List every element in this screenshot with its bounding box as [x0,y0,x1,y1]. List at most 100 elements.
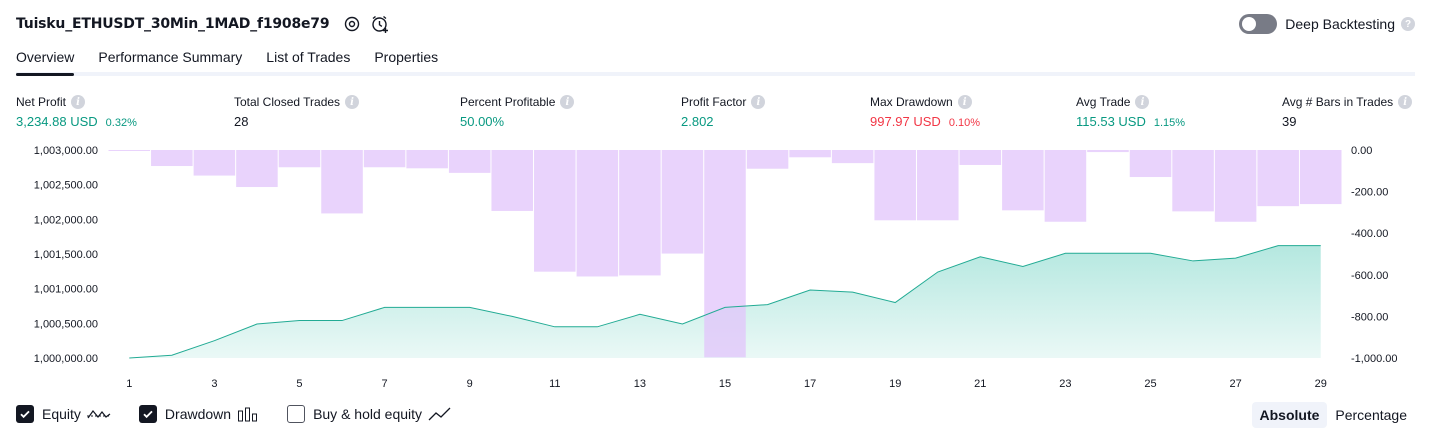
mode-percentage[interactable]: Percentage [1327,402,1415,428]
left-axis-tick: 1,003,000.00 [34,145,98,157]
gear-icon[interactable] [341,13,363,35]
drawdown-bar [1300,150,1342,204]
metric-label: Net Profit [16,95,66,109]
drawdown-bar [1215,150,1257,222]
info-icon[interactable]: i [71,95,85,109]
left-axis-tick: 1,000,500.00 [34,318,98,330]
tab-properties[interactable]: Properties [374,44,438,72]
metric-percent: 0.32% [106,117,137,129]
metric-value: 39 [1282,114,1296,129]
info-icon[interactable]: i [751,95,765,109]
right-axis-tick: -400.00 [1351,228,1388,240]
drawdown-bar [151,150,193,166]
info-icon[interactable]: i [958,95,972,109]
drawdown-bar [1130,150,1172,177]
x-axis-tick: 19 [889,378,901,390]
metric-avg-trade: Avg Trade i 115.53 USD 1.15% [1076,94,1185,132]
x-axis-tick: 1 [126,378,132,390]
drawdown-bar [1257,150,1299,206]
equity-drawdown-chart[interactable]: 1,003,000.00 1,002,500.00 1,002,000.00 1,00… [0,140,1431,400]
drawdown-bar [577,150,619,276]
metric-value: 997.97 USD [870,114,941,129]
drawdown-bar [874,150,916,220]
drawdown-bar [491,150,533,211]
drawdown-bar [1002,150,1044,210]
drawdown-bar [449,150,491,173]
tab-overview[interactable]: Overview [16,44,74,72]
tab-performance-summary[interactable]: Performance Summary [98,44,242,72]
drawdown-bar [364,150,406,167]
drawdown-bar [236,150,278,187]
drawdown-bar [662,150,704,254]
drawdown-bar [279,150,321,167]
metric-value: 3,234.88 USD [16,114,98,129]
metric-value: 115.53 USD [1076,114,1146,129]
drawdown-bar [960,150,1002,165]
scale-mode-switch: Absolute Percentage [1252,401,1416,429]
drawdown-checkbox[interactable] [139,405,157,423]
drawdown-bar [406,150,448,168]
x-axis-tick: 9 [467,378,473,390]
strategy-title: Tuisku_ETHUSDT_30Min_1MAD_f1908e79 [16,16,329,32]
tab-list-of-trades[interactable]: List of Trades [266,44,350,72]
drawdown-bar [917,150,959,220]
drawdown-bar [534,150,576,272]
left-axis-tick: 1,001,500.00 [34,249,98,261]
metric-label: Max Drawdown [870,95,953,109]
drawdown-bar [619,150,661,275]
toggle-knob [1242,17,1256,31]
metric-profit-factor: Profit Factor i 2.802 [681,94,765,132]
x-axis-tick: 11 [549,378,560,390]
metric-label: Avg # Bars in Trades [1282,95,1393,109]
left-axis-tick: 1,000,000.00 [34,353,98,365]
info-icon[interactable]: i [1398,95,1412,109]
drawdown-bar [109,150,151,151]
legend-buy-hold-equity[interactable]: Buy & hold equity [287,405,452,423]
x-axis-tick: 5 [296,378,302,390]
drawdown-bar [1172,150,1214,211]
chart-legend: Equity Drawdown Buy & hold equity [16,403,480,425]
metric-percent-profitable: Percent Profitable i 50.00% [460,94,574,132]
deep-backtesting-toggle[interactable] [1239,14,1277,34]
x-axis-tick: 21 [974,378,986,390]
right-axis-tick: -800.00 [1351,311,1388,323]
left-axis-tick: 1,001,000.00 [34,284,98,296]
strategy-header: Tuisku_ETHUSDT_30Min_1MAD_f1908e79 [16,12,391,36]
metric-label: Total Closed Trades [234,95,340,109]
metric-label: Avg Trade [1076,95,1130,109]
mode-absolute[interactable]: Absolute [1252,402,1328,428]
equity-checkbox[interactable] [16,405,34,423]
drawdown-bar [321,150,363,213]
metric-percent: 0.10% [949,117,980,129]
info-icon[interactable]: i [1135,95,1149,109]
right-axis-tick: -200.00 [1351,187,1388,199]
buy-hold-checkbox[interactable] [287,405,305,423]
legend-equity[interactable]: Equity [16,405,111,423]
question-icon[interactable]: ? [1401,17,1415,31]
metric-label: Profit Factor [681,95,746,109]
metric-value: 50.00% [460,114,504,129]
legend-label: Equity [42,406,81,422]
metric-label: Percent Profitable [460,95,555,109]
info-icon[interactable]: i [560,95,574,109]
drawdown-bar [1087,150,1129,152]
metrics-row: Net Profit i 3,234.88 USD 0.32% Total Clos… [16,94,1415,134]
bar-chart-icon [237,406,259,422]
legend-label: Drawdown [165,406,231,422]
metric-value: 28 [234,114,248,129]
x-axis-tick: 15 [719,378,731,390]
info-icon[interactable]: i [345,95,359,109]
add-alarm-icon[interactable] [369,13,391,35]
tab-bar: Overview Performance Summary List of Tra… [16,44,1415,76]
metric-value: 2.802 [681,114,714,129]
deep-backtesting-label: Deep Backtesting [1285,16,1395,32]
drawdown-bar [194,150,236,176]
drawdown-bar [747,150,789,169]
right-axis-tick: -600.00 [1351,270,1388,282]
metric-percent: 1.15% [1154,117,1185,129]
metric-total-closed-trades: Total Closed Trades i 28 [234,94,359,132]
metric-avg-bars-in-trades: Avg # Bars in Trades i 39 [1282,94,1412,132]
drawdown-bar [1045,150,1087,222]
x-axis-tick: 13 [634,378,646,390]
legend-drawdown[interactable]: Drawdown [139,405,259,423]
